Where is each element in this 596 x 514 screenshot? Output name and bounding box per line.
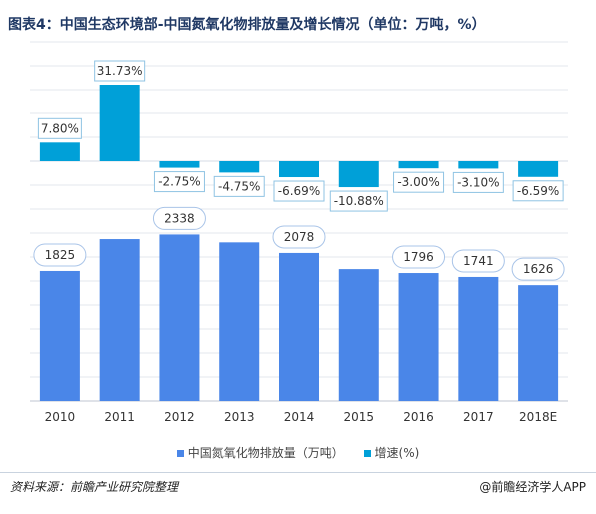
emission-bar-2014: [279, 252, 319, 401]
growth-label-2018E: -6.59%: [517, 184, 559, 198]
emission-bar-2011: [99, 239, 140, 401]
growth-bar-2013: [219, 161, 260, 173]
growth-bar-2012: [159, 161, 200, 168]
legend-label-emissions: 中国氮氧化物排放量（万吨）: [187, 446, 344, 460]
emission-bar-2013: [219, 242, 260, 401]
x-tick-label-2012: 2012: [164, 410, 195, 424]
growth-label-box-2011: [94, 60, 146, 82]
legend: 中国氮氧化物排放量（万吨） 增速(%): [0, 444, 596, 461]
x-tick-label-2017: 2017: [463, 410, 494, 424]
growth-bar-2017: [458, 161, 499, 169]
x-tick-label-2016: 2016: [403, 410, 434, 424]
emission-label-bubble-2016: [392, 245, 446, 269]
emission-bar-2016: [398, 273, 439, 401]
growth-bar-2010: [39, 142, 80, 161]
combo-chart: 1825 2010 2011 2338 2012 2013 2078 2014 2015 1796…: [30, 41, 568, 424]
x-tick-label-2018E: 2018E: [519, 410, 557, 424]
emission-label-bubble-2017: [451, 249, 505, 273]
growth-label-2012: -2.75%: [158, 175, 200, 189]
growth-label-box-2013: [213, 175, 265, 197]
legend-swatch-growth: [363, 450, 371, 457]
x-tick-label-2014: 2014: [284, 410, 315, 424]
growth-label-box-2014: [273, 180, 325, 202]
growth-bar-2014: [279, 161, 319, 178]
growth-label-2016: -3.00%: [397, 175, 439, 189]
growth-label-2011: 31.73%: [97, 64, 143, 78]
emission-bar-2012: [159, 234, 200, 401]
x-tick-label-2015: 2015: [344, 410, 375, 424]
credit-note: @前瞻经济学人APP: [479, 480, 586, 494]
growth-label-box-2015: [329, 190, 388, 212]
chart-title: 图表4：中国生态环境部-中国氮氧化物排放量及增长情况（单位：万吨，%）: [8, 17, 486, 33]
emission-label-2018E: 1626: [523, 262, 554, 276]
emission-label-2012: 2338: [164, 211, 195, 225]
emission-bar-2018E: [518, 285, 559, 401]
legend-swatch-emissions: [176, 450, 184, 457]
growth-label-box-2016: [393, 171, 445, 193]
emission-label-2017: 1741: [463, 254, 494, 268]
growth-label-box-2010: [37, 117, 82, 139]
x-tick-label-2013: 2013: [224, 410, 255, 424]
emission-label-2010: 1825: [45, 248, 76, 262]
growth-bar-2018E: [518, 161, 559, 177]
growth-label-2014: -6.69%: [278, 184, 320, 198]
growth-label-2010: 7.80%: [41, 121, 79, 135]
emission-label-bubble-2012: [152, 206, 206, 230]
emission-bar-2015: [338, 269, 379, 401]
growth-label-2017: -3.10%: [457, 175, 499, 189]
emission-bar-2017: [458, 276, 499, 401]
growth-bar-2011: [99, 85, 140, 161]
emission-label-bubble-2014: [272, 225, 326, 249]
source-note: 资料来源：前瞻产业研究院整理: [10, 480, 179, 494]
legend-label-growth: 增速(%): [374, 446, 420, 460]
legend-item-growth: 增速(%): [363, 444, 420, 461]
footer-divider: [0, 472, 596, 473]
growth-bar-2016: [398, 161, 439, 169]
growth-label-2015: -10.88%: [334, 194, 384, 208]
growth-bar-2015: [338, 161, 379, 188]
emission-label-bubble-2010: [33, 243, 87, 267]
x-tick-label-2010: 2010: [45, 410, 76, 424]
legend-item-emissions: 中国氮氧化物排放量（万吨）: [176, 444, 344, 461]
emission-label-2014: 2078: [284, 230, 315, 244]
emission-label-bubble-2018E: [511, 257, 565, 281]
growth-label-box-2012: [153, 171, 205, 193]
growth-label-2013: -4.75%: [218, 179, 260, 193]
emission-bar-2010: [39, 270, 80, 401]
growth-label-box-2018E: [512, 180, 564, 202]
growth-label-box-2017: [452, 171, 504, 193]
x-tick-label-2011: 2011: [104, 410, 135, 424]
emission-label-2016: 1796: [403, 250, 434, 264]
